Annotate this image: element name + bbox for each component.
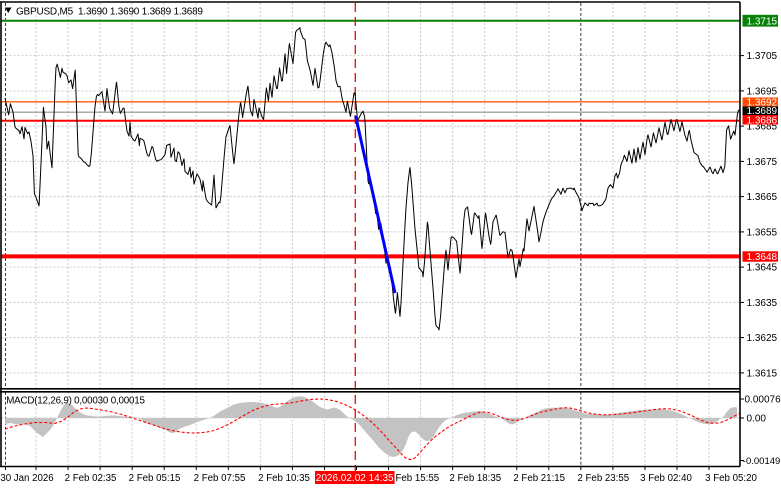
svg-text:1.3695: 1.3695 (747, 87, 778, 98)
svg-text:1.3635: 1.3635 (747, 298, 778, 309)
svg-text:30 Jan 2026: 30 Jan 2026 (0, 473, 53, 484)
svg-text:2 Feb 10:35: 2 Feb 10:35 (258, 473, 310, 484)
svg-text:0.00076: 0.00076 (745, 395, 781, 406)
svg-text:1.3655: 1.3655 (747, 228, 778, 239)
svg-text:1.3675: 1.3675 (747, 157, 778, 168)
svg-text:GBPUSD,M5 1.3690 1.3690 1.368: GBPUSD,M5 1.3690 1.3690 1.3689 1.3689 (16, 7, 203, 18)
svg-text:3 Feb 02:40: 3 Feb 02:40 (640, 473, 692, 484)
svg-text:1.3715: 1.3715 (747, 16, 778, 27)
svg-text:2 Feb 02:35: 2 Feb 02:35 (65, 473, 117, 484)
svg-text:Feb 15:55: Feb 15:55 (396, 473, 440, 484)
svg-text:1.3689: 1.3689 (747, 106, 778, 117)
svg-text:MACD(12,26,9) 0,00030 0,00015: MACD(12,26,9) 0,00030 0,00015 (6, 396, 145, 407)
svg-text:2 Feb 18:35: 2 Feb 18:35 (449, 473, 501, 484)
svg-text:1.3692: 1.3692 (747, 97, 778, 108)
svg-text:3 Feb 05:20: 3 Feb 05:20 (705, 473, 757, 484)
svg-text:1.3625: 1.3625 (747, 333, 778, 344)
svg-text:2 Feb 07:55: 2 Feb 07:55 (194, 473, 246, 484)
svg-text:1.3685: 1.3685 (747, 122, 778, 133)
svg-text:1.3645: 1.3645 (747, 263, 778, 274)
svg-text:2 Feb 23:55: 2 Feb 23:55 (577, 473, 629, 484)
svg-text:2 Feb 05:15: 2 Feb 05:15 (129, 473, 181, 484)
svg-text:1.3648: 1.3648 (747, 252, 778, 263)
svg-text:1.3665: 1.3665 (747, 192, 778, 203)
svg-text:2026.02.02 14:35: 2026.02.02 14:35 (316, 473, 394, 484)
svg-text:-0.00149: -0.00149 (743, 456, 781, 467)
svg-text:1.3615: 1.3615 (747, 369, 778, 380)
svg-text:1.3705: 1.3705 (747, 51, 778, 62)
svg-text:1.3686: 1.3686 (747, 115, 778, 126)
svg-text:0.00: 0.00 (747, 414, 767, 425)
svg-text:2 Feb 21:15: 2 Feb 21:15 (513, 473, 565, 484)
